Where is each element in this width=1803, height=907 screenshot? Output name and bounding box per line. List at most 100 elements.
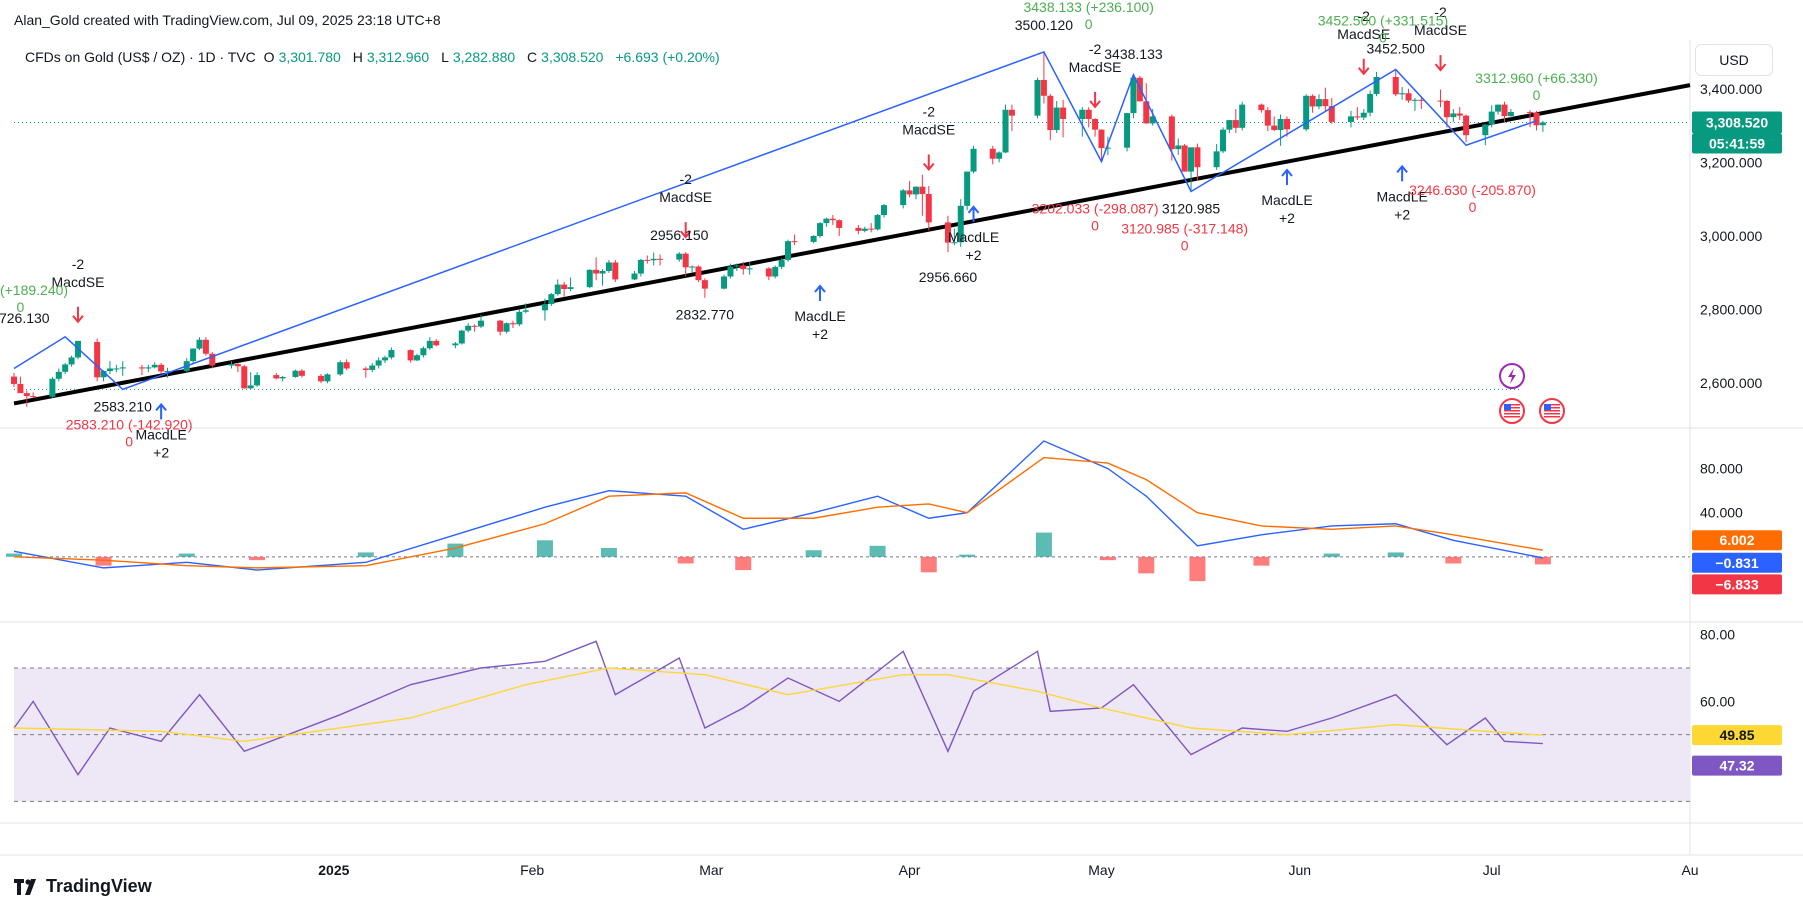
open-number: 3,301.780 <box>278 49 341 65</box>
candle-body <box>1501 104 1508 117</box>
close-label: C <box>527 49 538 65</box>
candle-body <box>612 262 619 280</box>
us-flag-icon[interactable] <box>1499 398 1525 424</box>
economic-event-flash-icon[interactable] <box>1499 363 1525 389</box>
candle-body <box>772 266 779 277</box>
tradingview-logo[interactable]: TradingView <box>14 876 152 897</box>
signal-arrow-head <box>1281 168 1293 177</box>
candle-body <box>516 311 523 325</box>
signal-arrow-head <box>967 205 980 214</box>
candle-body <box>695 266 702 281</box>
candle-body <box>1303 95 1310 130</box>
candle-body <box>279 376 286 379</box>
currency-button[interactable]: USD <box>1695 44 1773 76</box>
candle-body <box>1034 79 1041 116</box>
macd-histogram-bar <box>959 554 976 557</box>
pivot-change-label: 3202.033 (-298.087) <box>1032 201 1159 217</box>
macd-histogram-bar <box>1387 552 1404 557</box>
candle-body <box>100 371 107 378</box>
candle-body <box>30 396 37 398</box>
candle-body <box>701 280 708 289</box>
signal-qty: -2 <box>1089 41 1102 57</box>
candle-body <box>810 236 817 242</box>
candle-body <box>868 228 875 230</box>
candle-body <box>164 371 171 373</box>
macd-histogram-bar <box>677 556 694 564</box>
candle-body <box>1149 116 1156 124</box>
candle-body <box>452 343 459 346</box>
candle-body <box>586 269 593 288</box>
time-tick-label: Au <box>1681 862 1698 878</box>
macd-histogram-bar <box>447 543 464 557</box>
pivot-change-sub: 0 <box>16 299 24 315</box>
signal-qty: +2 <box>966 247 982 263</box>
macd-hist-tag-bg <box>1692 574 1782 595</box>
strategy-signals: MacdSE -2 MacdLE +2 MacdSE -2 MacdLE +2 MacdSE -2… <box>52 4 1467 460</box>
candles <box>11 52 1546 407</box>
signal-label: MacdLE <box>1376 188 1427 204</box>
candle-body <box>337 362 344 375</box>
signal-arrow-head <box>1089 100 1101 109</box>
time-tick-label: Mar <box>699 862 723 878</box>
candle-body <box>1136 77 1143 102</box>
signal-qty: +2 <box>812 326 828 342</box>
candle-body <box>388 350 395 358</box>
candle-body <box>746 268 753 270</box>
signal-label: MacdLE <box>1261 192 1312 208</box>
high-value: H 3,312.960 <box>353 49 433 65</box>
symbol-legend[interactable]: CFDs on Gold (US$ / OZ) · 1D · TVC O 3,30… <box>25 49 724 65</box>
candle-body <box>1226 120 1233 130</box>
candle-body <box>1418 99 1425 101</box>
candle-body <box>1322 99 1329 107</box>
macd-histogram-bar <box>1534 556 1551 565</box>
time-tick-label: Feb <box>520 862 544 878</box>
candle-body <box>414 355 421 361</box>
candle-body <box>433 340 440 346</box>
us-flag-icon[interactable] <box>1539 398 1565 424</box>
signal-qty: -2 <box>1434 4 1447 20</box>
pivot-price-label: 3500.120 <box>1015 17 1074 33</box>
signal-label: MacdLE <box>794 308 845 324</box>
close-value: C 3,308.520 <box>527 49 607 65</box>
candle-body <box>944 222 951 243</box>
candle-body <box>247 385 254 389</box>
candle-body <box>1463 115 1470 136</box>
candle-body <box>1143 101 1150 124</box>
candle-body <box>964 171 971 206</box>
pivot-change-sub: 0 <box>1091 218 1099 234</box>
high-number: 3,312.960 <box>366 49 430 65</box>
candle-body <box>957 205 964 243</box>
candle-body <box>190 348 197 362</box>
high-label: H <box>352 49 363 65</box>
signal-arrow-head <box>1434 63 1447 72</box>
symbol-name[interactable]: CFDs on Gold (US$ / OZ) · 1D · TVC <box>25 49 256 65</box>
candle-body <box>234 364 241 367</box>
pivot-change-sub: 0 <box>1379 29 1387 45</box>
brand-name: TradingView <box>46 876 152 896</box>
candle-body <box>1392 77 1399 95</box>
candle-body <box>1188 147 1195 172</box>
candle-body <box>1405 93 1412 101</box>
candle-body <box>497 320 504 332</box>
candle-body <box>817 223 824 236</box>
macd-histogram-bar <box>1035 532 1052 557</box>
event-icons[interactable] <box>1499 363 1565 424</box>
macd-tick-label: 40.000 <box>1700 505 1743 521</box>
pivot-price-label: 2832.770 <box>676 307 735 323</box>
candle-body <box>273 375 280 379</box>
candle-body <box>689 266 696 268</box>
pivot-change-label: 130 (+189.240) <box>0 282 68 298</box>
macd-hist-tag: −6.833 <box>1715 576 1758 592</box>
pivot-price-label: 3438.133 <box>1104 46 1163 62</box>
candle-body <box>1175 145 1182 150</box>
time-tick-label: Apr <box>899 862 921 878</box>
signal-arrow-head <box>1396 164 1408 174</box>
signal-label: MacdSE <box>1069 59 1122 75</box>
candle-body <box>900 190 907 206</box>
signal-arrow-head <box>679 230 692 239</box>
candle-body <box>554 284 561 295</box>
time-tick-label: Jul <box>1483 862 1501 878</box>
axis-tags: 3,308.520 05:41:59 6.002 −0.831 −6.833 49.85 4… <box>1692 111 1782 776</box>
last-price-tag: 3,308.520 <box>1706 114 1768 130</box>
